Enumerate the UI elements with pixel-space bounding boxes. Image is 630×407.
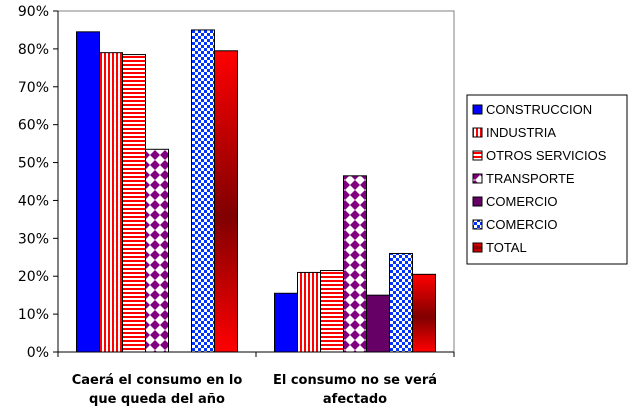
legend-swatch [472, 150, 483, 161]
y-tick-label: 0% [27, 345, 49, 361]
bar [274, 292, 298, 353]
y-tick-label: 90% [18, 4, 49, 20]
y-tick-label: 70% [18, 80, 49, 96]
legend-label: OTROS SERVICIOS [486, 148, 607, 163]
y-axis: 0% 10% 20% 30% 40% 50% 60% 70% 80% 90% [18, 4, 59, 361]
legend-label: TOTAL [486, 240, 527, 255]
category-label: El consumo no se verá [273, 373, 437, 388]
bar [191, 29, 215, 353]
bar [122, 54, 146, 353]
bar [76, 31, 100, 353]
bar [366, 294, 390, 353]
bar [214, 50, 238, 353]
bars [76, 29, 436, 353]
legend-label: COMERCIO [486, 194, 558, 209]
y-tick-label: 30% [18, 231, 49, 247]
legend-swatch [472, 219, 483, 230]
bar [389, 252, 413, 353]
bar [297, 271, 321, 353]
y-tick-label: 40% [18, 193, 49, 209]
legend-label: TRANSPORTE [486, 171, 575, 186]
legend-label: COMERCIO [486, 217, 558, 232]
x-axis: Caerá el consumo en lo que queda del año E… [57, 351, 455, 407]
y-tick-label: 20% [18, 269, 49, 285]
legend-label: CONSTRUCCION [486, 102, 592, 117]
bar [412, 273, 436, 353]
legend-swatch [472, 196, 483, 207]
y-tick-label: 60% [18, 118, 49, 134]
legend: CONSTRUCCION INDUSTRIA OTROS SERVICIOS TRAN… [466, 94, 628, 265]
y-tick-label: 80% [18, 42, 49, 58]
category-label: afectado [323, 392, 387, 407]
bar [99, 52, 123, 353]
bar [145, 148, 169, 353]
legend-box [466, 94, 628, 265]
legend-swatch [472, 104, 483, 115]
legend-label: INDUSTRIA [486, 125, 556, 140]
legend-swatch [472, 127, 483, 138]
category-label: Caerá el consumo en lo [72, 373, 243, 388]
category-label: que queda del año [89, 392, 225, 407]
y-tick-label: 50% [18, 156, 49, 172]
bar [320, 270, 344, 353]
legend-swatch [472, 173, 483, 184]
bar [343, 175, 367, 353]
y-tick-label: 10% [18, 307, 49, 323]
legend-swatch [472, 242, 483, 253]
